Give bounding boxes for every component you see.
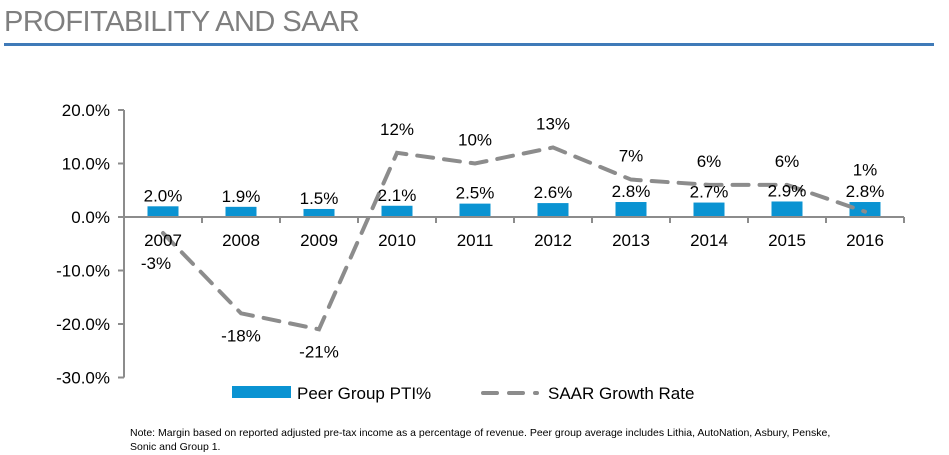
bar-data-label: 2.7% xyxy=(690,183,729,202)
bar-2008 xyxy=(225,206,257,217)
x-tick-label: 2009 xyxy=(300,231,338,250)
bar-2012 xyxy=(537,203,569,217)
x-tick-label: 2013 xyxy=(612,231,650,250)
x-tick-label: 2010 xyxy=(378,231,416,250)
line-data-label: 10% xyxy=(458,131,492,150)
page-title: PROFITABILITY AND SAAR xyxy=(4,6,360,38)
line-data-label: 7% xyxy=(619,147,644,166)
bar-2013 xyxy=(615,202,647,217)
line-data-label: -18% xyxy=(221,326,261,345)
bar-data-label: 2.8% xyxy=(612,182,651,201)
y-tick-label: -20.0% xyxy=(56,315,110,334)
line-data-label: -3% xyxy=(141,254,171,273)
title-underline xyxy=(4,43,934,46)
y-tick-label: 0.0% xyxy=(71,208,110,227)
saar-line xyxy=(161,145,867,332)
y-tick-label: -10.0% xyxy=(56,262,110,281)
line-data-label: 12% xyxy=(380,120,414,139)
legend-bar-swatch xyxy=(232,386,291,398)
line-data-label: 1% xyxy=(853,161,878,180)
bar-data-label: 2.5% xyxy=(456,184,495,203)
y-tick-label: 10.0% xyxy=(62,155,110,174)
bar-data-label: 2.9% xyxy=(768,181,807,200)
y-tick-label: 20.0% xyxy=(62,101,110,120)
bar-data-label: 2.8% xyxy=(846,182,885,201)
bar-data-label: 1.9% xyxy=(222,187,261,206)
y-tick-label: -30.0% xyxy=(56,369,110,388)
x-tick-label: 2012 xyxy=(534,231,572,250)
bar-data-label: 2.1% xyxy=(378,186,417,205)
footnote: Note: Margin based on reported adjusted … xyxy=(130,427,831,453)
x-tick-label: 2016 xyxy=(846,231,884,250)
bar-2016 xyxy=(849,202,881,217)
x-tick-label: 2011 xyxy=(457,231,494,250)
x-tick-label: 2008 xyxy=(222,231,260,250)
line-data-label: 6% xyxy=(775,152,800,171)
line-data-label: 13% xyxy=(536,114,570,133)
legend-bar-label: Peer Group PTI% xyxy=(297,384,431,403)
bar-data-label: 2.6% xyxy=(534,183,573,202)
bar-data-label: 1.5% xyxy=(300,189,339,208)
bar-2009 xyxy=(303,208,335,217)
legend-line-label: SAAR Growth Rate xyxy=(548,384,694,403)
bar-data-label: 2.0% xyxy=(144,186,183,205)
line-data-label: 6% xyxy=(697,152,722,171)
x-tick-label: 2007 xyxy=(144,231,182,250)
bar-2011 xyxy=(459,203,491,217)
bar-2010 xyxy=(381,205,413,217)
bar-2015 xyxy=(771,201,803,217)
bar-2007 xyxy=(147,206,179,217)
x-tick-label: 2014 xyxy=(690,231,728,250)
x-tick-label: 2015 xyxy=(768,231,806,250)
bar-2014 xyxy=(693,202,725,217)
line-data-label: -21% xyxy=(299,342,339,361)
